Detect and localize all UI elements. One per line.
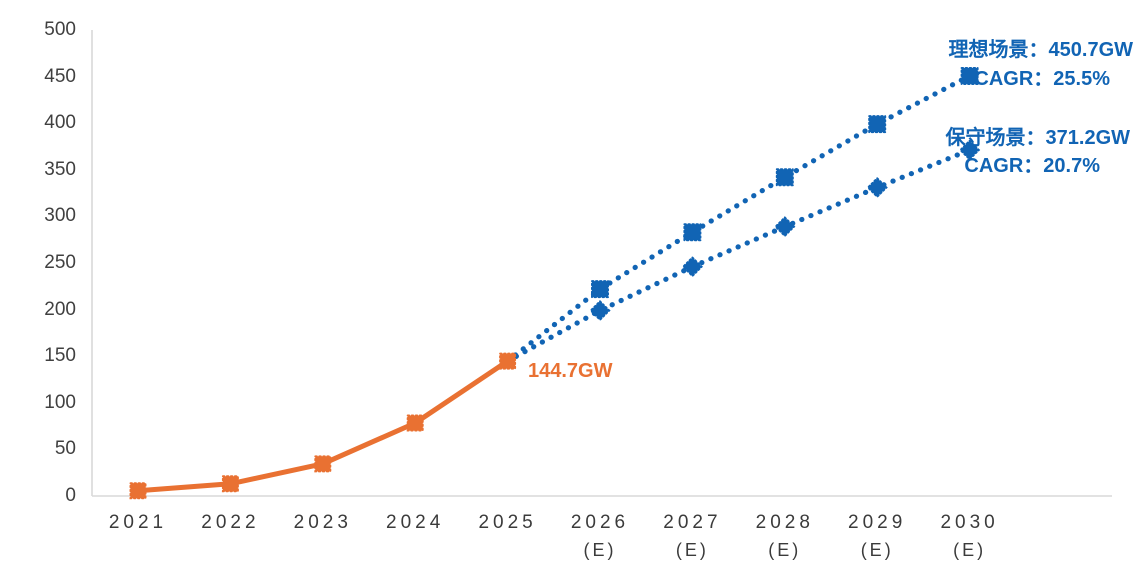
marker-historical-2024	[406, 414, 424, 432]
series-ideal-line	[505, 73, 973, 364]
marker-historical-2025	[499, 352, 517, 370]
x-tick-label-2030: 2030	[940, 512, 999, 533]
y-tick-label-500: 500	[44, 19, 76, 40]
marker-conservative-2026	[589, 299, 611, 322]
annotation-conservative-scenario-value: 保守场景：371.2GW	[945, 127, 1130, 149]
y-tick-label-100: 100	[44, 391, 76, 413]
x-tick-label-2026: 2026	[570, 512, 630, 533]
x-tick-label-2021: 2021	[108, 512, 168, 533]
x-tick-label-2029: 2029	[848, 512, 907, 533]
annotation-ideal-scenario-value: 理想场景：450.7GW	[948, 39, 1133, 61]
x-tick-label-2024: 2024	[386, 512, 445, 533]
marker-ideal-2028	[775, 168, 794, 187]
y-tick-label-300: 300	[44, 205, 76, 227]
x-tick-forecast-marker-2026: (E)	[583, 540, 617, 560]
y-tick-label-450: 450	[44, 65, 76, 87]
marker-ideal-2030	[960, 66, 979, 85]
x-tick-forecast-marker-2028: (E)	[768, 540, 802, 560]
x-tick-forecast-marker-2027: (E)	[675, 540, 709, 560]
annotation-ideal-scenario-cagr: CAGR：25.5%	[974, 68, 1110, 90]
x-tick-label-2022: 2022	[201, 512, 260, 533]
y-tick-label-50: 50	[54, 438, 76, 460]
x-tick-forecast-marker-2030: (E)	[953, 540, 987, 560]
y-tick-label-400: 400	[44, 112, 76, 134]
y-tick-label-0: 0	[65, 485, 76, 506]
x-tick-label-2027: 2027	[663, 512, 722, 533]
x-tick-forecast-marker-2029: (E)	[860, 540, 894, 560]
series-conservative-line	[505, 147, 973, 364]
x-tick-label-2025: 2025	[478, 512, 537, 533]
y-tick-label-200: 200	[44, 298, 76, 320]
y-tick-label-350: 350	[44, 158, 76, 180]
marker-ideal-2029	[868, 115, 887, 134]
marker-conservative-2027	[681, 256, 704, 278]
marker-historical-2022	[221, 475, 239, 493]
marker-conservative-2028	[774, 216, 796, 238]
y-tick-label-150: 150	[44, 345, 76, 367]
marker-ideal-2027	[683, 223, 702, 242]
marker-conservative-2029	[866, 176, 888, 199]
marker-conservative-2030	[958, 139, 981, 161]
marker-historical-2021	[129, 482, 147, 500]
annotation-conservative-scenario-cagr: CAGR：20.7%	[964, 155, 1100, 177]
x-tick-label-2023: 2023	[293, 512, 352, 533]
annotation-2025-value: 144.7GW	[528, 360, 613, 382]
x-tick-label-2028: 2028	[755, 512, 814, 533]
y-tick-label-250: 250	[44, 252, 76, 273]
marker-ideal-2026	[591, 280, 609, 299]
marker-historical-2023	[314, 455, 332, 473]
